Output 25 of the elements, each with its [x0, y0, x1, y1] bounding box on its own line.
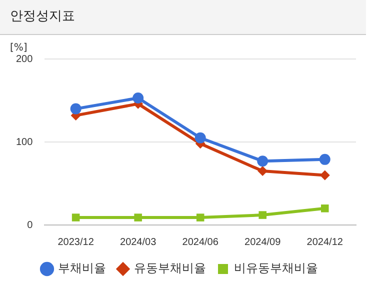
- point: [196, 214, 204, 222]
- legend-label: 유동부채비율: [134, 261, 206, 276]
- legend-label: 비유동부채비율: [234, 261, 318, 276]
- point: [194, 132, 206, 144]
- point: [319, 154, 330, 165]
- point: [132, 92, 144, 104]
- point: [134, 214, 142, 222]
- y-axis-title: [%]: [10, 42, 28, 54]
- point: [320, 170, 330, 180]
- point: [320, 204, 329, 212]
- x-tick-label: 2024/12: [306, 236, 344, 248]
- point: [72, 214, 80, 222]
- point: [257, 156, 268, 167]
- y-tick-label: 0: [27, 220, 34, 231]
- x-tick-label: 2023/12: [58, 236, 94, 248]
- y-tick-label: 100: [16, 136, 34, 148]
- y-tick-label: 200: [16, 54, 34, 65]
- x-tick-label: 2024/09: [244, 236, 282, 248]
- x-tick-label: 2024/03: [120, 236, 157, 248]
- point: [258, 166, 268, 176]
- x-tick-label: 2024/06: [182, 236, 219, 248]
- legend-label: 부채비율: [58, 261, 106, 276]
- point: [258, 211, 266, 219]
- chart-title: 안정성지표: [0, 0, 366, 35]
- point: [70, 103, 82, 114]
